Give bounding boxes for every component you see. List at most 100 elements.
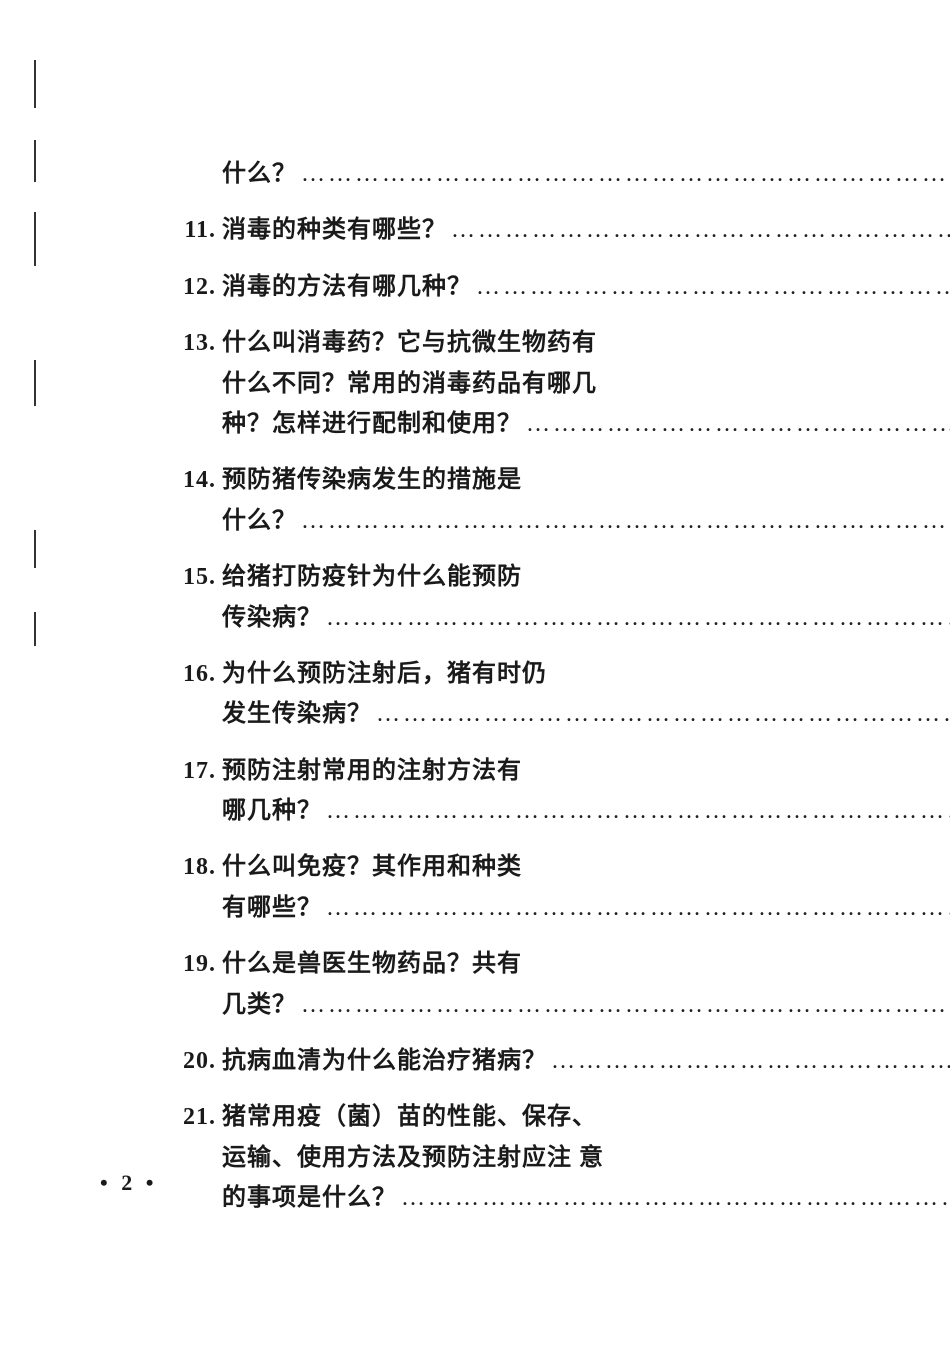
entry-number: 13. bbox=[160, 324, 216, 362]
dot-leader: …………………………………………………………………………………………………………… bbox=[401, 1179, 950, 1217]
entry-line: 什么叫免疫？其作用和种类 bbox=[222, 848, 950, 886]
entry-line: 抗病血清为什么能治疗猪病？………………………………………………………………………… bbox=[222, 1042, 950, 1080]
dot-leader: …………………………………………………………………………………………………………… bbox=[326, 792, 950, 830]
toc-list: 什么？…………………………………………………………………………………………………… bbox=[160, 155, 820, 1236]
entry-body: 抗病血清为什么能治疗猪病？………………………………………………………………………… bbox=[222, 1042, 950, 1080]
entry-number: 12. bbox=[160, 268, 216, 306]
scan-mark bbox=[34, 530, 36, 568]
scan-mark bbox=[34, 212, 36, 266]
scan-mark bbox=[34, 612, 36, 646]
toc-entry: 14.预防猪传染病发生的措施是什么？…………………………………………………………… bbox=[160, 461, 820, 540]
scan-mark bbox=[34, 60, 36, 108]
entry-text: 的事项是什么？ bbox=[222, 1179, 397, 1217]
entry-text: 消毒的方法有哪几种？ bbox=[222, 268, 472, 306]
toc-entry: 16.为什么预防注射后，猪有时仍发生传染病？………………………………………………… bbox=[160, 655, 820, 734]
dot-leader: …………………………………………………………………………………………………………… bbox=[451, 211, 950, 249]
entry-line: 几类？…………………………………………………………………………………………………… bbox=[222, 986, 950, 1024]
entry-line: 什么？…………………………………………………………………………………………………… bbox=[222, 155, 950, 193]
entry-text: 什么？ bbox=[222, 155, 297, 193]
scan-mark bbox=[34, 140, 36, 182]
entry-text: 什么叫免疫？其作用和种类 bbox=[222, 848, 522, 886]
entry-line: 发生传染病？…………………………………………………………………………………………… bbox=[222, 695, 950, 733]
entry-line: 预防注射常用的注射方法有 bbox=[222, 752, 950, 790]
entry-number: 11. bbox=[160, 211, 216, 249]
dot-leader: …………………………………………………………………………………………………………… bbox=[301, 986, 950, 1024]
dot-leader: …………………………………………………………………………………………………………… bbox=[526, 405, 950, 443]
toc-entry: 21.猪常用疫（菌）苗的性能、保存、运输、使用方法及预防注射应注 意的事项是什么… bbox=[160, 1098, 820, 1217]
entry-number: 21. bbox=[160, 1098, 216, 1136]
entry-text: 预防注射常用的注射方法有 bbox=[222, 752, 522, 790]
entry-number: 18. bbox=[160, 848, 216, 886]
entry-line: 有哪些？………………………………………………………………………………………………… bbox=[222, 889, 950, 927]
entry-line: 为什么预防注射后，猪有时仍 bbox=[222, 655, 950, 693]
dot-leader: …………………………………………………………………………………………………………… bbox=[476, 268, 950, 306]
toc-entry: 18.什么叫免疫？其作用和种类有哪些？………………………………………………………… bbox=[160, 848, 820, 927]
entry-body: 预防注射常用的注射方法有哪几种？………………………………………………………………… bbox=[222, 752, 950, 831]
entry-text: 猪常用疫（菌）苗的性能、保存、 bbox=[222, 1098, 597, 1136]
dot-leader: …………………………………………………………………………………………………………… bbox=[326, 599, 950, 637]
entry-body: 给猪打防疫针为什么能预防传染病？………………………………………………………………… bbox=[222, 558, 950, 637]
toc-entry: 什么？…………………………………………………………………………………………………… bbox=[160, 155, 820, 193]
entry-line: 运输、使用方法及预防注射应注 意 bbox=[222, 1139, 950, 1177]
entry-text: 传染病？ bbox=[222, 599, 322, 637]
entry-text: 什么叫消毒药？它与抗微生物药有 bbox=[222, 324, 597, 362]
toc-entry: 17.预防注射常用的注射方法有哪几种？………………………………………………………… bbox=[160, 752, 820, 831]
entry-text: 运输、使用方法及预防注射应注 意 bbox=[222, 1139, 604, 1177]
entry-line: 给猪打防疫针为什么能预防 bbox=[222, 558, 950, 596]
toc-entry: 19.什么是兽医生物药品？共有几类？…………………………………………………………… bbox=[160, 945, 820, 1024]
entry-body: 猪常用疫（菌）苗的性能、保存、运输、使用方法及预防注射应注 意的事项是什么？……… bbox=[222, 1098, 950, 1217]
entry-number: 14. bbox=[160, 461, 216, 499]
entry-text: 预防猪传染病发生的措施是 bbox=[222, 461, 522, 499]
entry-number: 15. bbox=[160, 558, 216, 596]
entry-text: 消毒的种类有哪些？ bbox=[222, 211, 447, 249]
entry-number: 16. bbox=[160, 655, 216, 693]
toc-entry: 15.给猪打防疫针为什么能预防传染病？………………………………………………………… bbox=[160, 558, 820, 637]
entry-line: 什么？…………………………………………………………………………………………………… bbox=[222, 502, 950, 540]
entry-text: 什么是兽医生物药品？共有 bbox=[222, 945, 522, 983]
entry-line: 猪常用疫（菌）苗的性能、保存、 bbox=[222, 1098, 950, 1136]
page-footer: • 2 • bbox=[100, 1170, 157, 1196]
entry-text: 抗病血清为什么能治疗猪病？ bbox=[222, 1042, 547, 1080]
entry-text: 有哪些？ bbox=[222, 889, 322, 927]
entry-text: 什么？ bbox=[222, 502, 297, 540]
entry-text: 什么不同？常用的消毒药品有哪几 bbox=[222, 365, 597, 403]
dot-leader: …………………………………………………………………………………………………………… bbox=[376, 695, 950, 733]
dot-leader: …………………………………………………………………………………………………………… bbox=[551, 1042, 950, 1080]
entry-body: 什么叫消毒药？它与抗微生物药有什么不同？常用的消毒药品有哪几种？怎样进行配制和使… bbox=[222, 324, 950, 443]
toc-entry: 11.消毒的种类有哪些？…………………………………………………………………………… bbox=[160, 211, 820, 249]
entry-number: 17. bbox=[160, 752, 216, 790]
entry-body: 什么是兽医生物药品？共有几类？…………………………………………………………………… bbox=[222, 945, 950, 1024]
entry-line: 哪几种？………………………………………………………………………………………………… bbox=[222, 792, 950, 830]
entry-line: 预防猪传染病发生的措施是 bbox=[222, 461, 950, 499]
footer-ornament-right: • bbox=[146, 1170, 158, 1195]
dot-leader: …………………………………………………………………………………………………………… bbox=[301, 502, 950, 540]
entry-body: 消毒的方法有哪几种？………………………………………………………………………………… bbox=[222, 268, 950, 306]
entry-line: 种？怎样进行配制和使用？…………………………………………………………………………… bbox=[222, 405, 950, 443]
entry-body: 消毒的种类有哪些？…………………………………………………………………………………… bbox=[222, 211, 950, 249]
toc-entry: 20.抗病血清为什么能治疗猪病？………………………………………………………………… bbox=[160, 1042, 820, 1080]
entry-text: 发生传染病？ bbox=[222, 695, 372, 733]
entry-line: 的事项是什么？………………………………………………………………………………………… bbox=[222, 1179, 950, 1217]
scan-mark bbox=[34, 360, 36, 406]
entry-line: 什么不同？常用的消毒药品有哪几 bbox=[222, 365, 950, 403]
entry-body: 预防猪传染病发生的措施是什么？…………………………………………………………………… bbox=[222, 461, 950, 540]
entry-line: 消毒的种类有哪些？…………………………………………………………………………………… bbox=[222, 211, 950, 249]
entry-body: 什么叫免疫？其作用和种类有哪些？………………………………………………………………… bbox=[222, 848, 950, 927]
entry-body: 为什么预防注射后，猪有时仍发生传染病？………………………………………………………… bbox=[222, 655, 950, 734]
entry-line: 消毒的方法有哪几种？………………………………………………………………………………… bbox=[222, 268, 950, 306]
toc-entry: 12.消毒的方法有哪几种？………………………………………………………………………… bbox=[160, 268, 820, 306]
entry-number: 19. bbox=[160, 945, 216, 983]
entry-line: 传染病？………………………………………………………………………………………………… bbox=[222, 599, 950, 637]
toc-entry: 13.什么叫消毒药？它与抗微生物药有什么不同？常用的消毒药品有哪几种？怎样进行配… bbox=[160, 324, 820, 443]
entry-number: 20. bbox=[160, 1042, 216, 1080]
footer-ornament-left: • bbox=[100, 1170, 112, 1195]
entry-text: 几类？ bbox=[222, 986, 297, 1024]
entry-text: 为什么预防注射后，猪有时仍 bbox=[222, 655, 547, 693]
entry-line: 什么叫消毒药？它与抗微生物药有 bbox=[222, 324, 950, 362]
footer-page-number: 2 bbox=[121, 1170, 136, 1195]
dot-leader: …………………………………………………………………………………………………………… bbox=[301, 155, 950, 193]
entry-text: 种？怎样进行配制和使用？ bbox=[222, 405, 522, 443]
dot-leader: …………………………………………………………………………………………………………… bbox=[326, 889, 950, 927]
entry-body: 什么？…………………………………………………………………………………………………… bbox=[222, 155, 950, 193]
entry-text: 给猪打防疫针为什么能预防 bbox=[222, 558, 522, 596]
